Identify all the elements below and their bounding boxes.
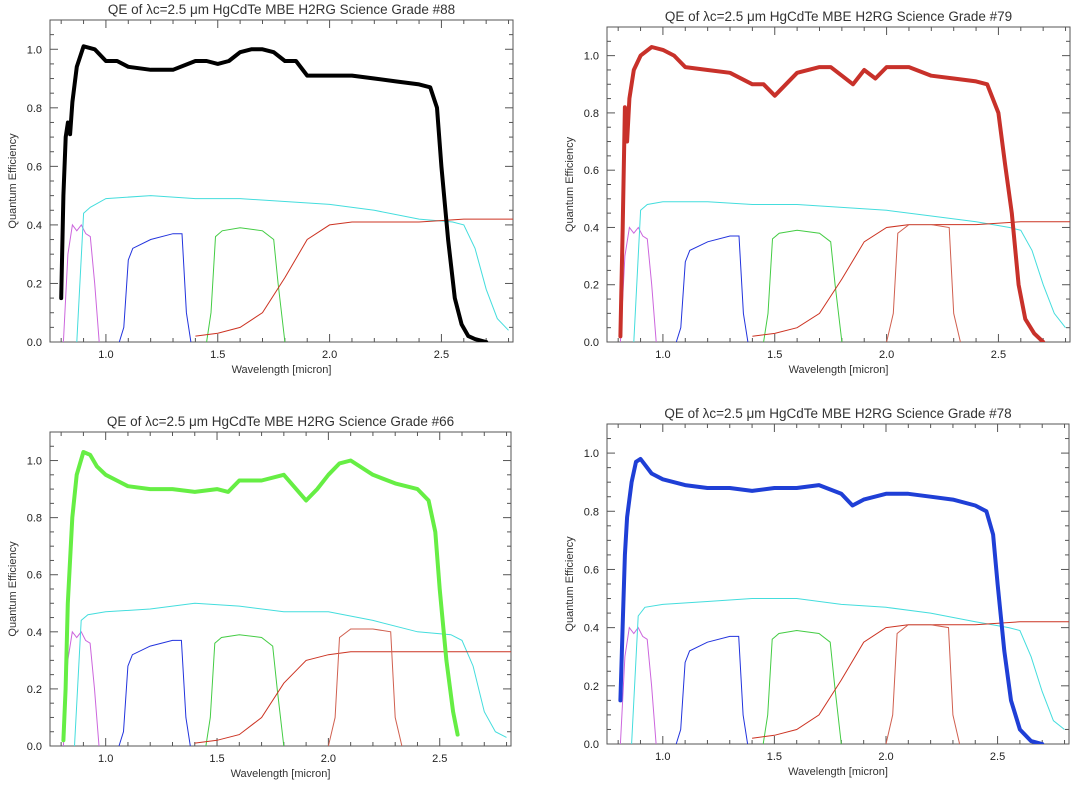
filter-curve-4 [206,227,286,342]
filter-curve-6 [886,224,961,342]
y-tick-label: 0.4 [27,627,42,639]
chart-title: QE of λc=2.5 μm HgCdTe MBE H2RG Science … [108,2,455,17]
y-tick-label: 1.0 [27,456,42,468]
filter-curve-1 [619,226,657,342]
y-tick-label: 1.0 [27,44,42,56]
qe-curve [61,450,460,743]
filter-curve-5 [195,218,513,337]
filter-curve-1 [62,223,100,342]
y-tick-label: 0.2 [27,278,42,290]
x-tick-label: 1.5 [767,751,782,763]
x-axis-label: Wavelength [micron] [789,364,889,376]
y-tick-label: 0.8 [27,513,42,525]
filter-curve-2 [76,195,509,342]
x-tick-label: 2.0 [878,751,893,763]
x-tick-label: 1.0 [655,349,670,361]
x-tick-label: 2.0 [322,349,337,361]
x-tick-label: 1.0 [98,753,113,765]
filter-curve-3 [675,235,749,342]
filter-curve-3 [118,233,192,342]
filter-curve-4 [763,229,843,342]
y-tick-label: 0.0 [27,741,42,753]
y-axis-label: Quantum Efficiency [564,536,576,632]
x-tick-label: 2.5 [432,753,447,765]
plot-frame [606,423,1070,745]
y-tick-label: 0.0 [27,337,42,349]
y-tick-label: 0.8 [584,506,599,518]
y-tick-label: 0.4 [27,220,42,232]
chart-panel-1: 0.0 0.2 0.4 0.6 0.8 1.0 1.0 1.5 2.0 2.5 QE of λc=2… [7,2,514,376]
filter-curve-3 [118,639,191,746]
x-tick-label: 1.5 [209,753,224,765]
chart-panel-2: 0.0 0.2 0.4 0.6 0.8 1.0 1.0 1.5 2.0 2.5 QE of λc=2… [564,9,1071,376]
y-tick-label: 1.0 [584,51,599,63]
y-tick-label: 0.6 [584,165,599,177]
qe-curve [618,45,1046,342]
filter-curve-5 [752,621,1069,739]
filter-curve-4 [205,634,285,746]
y-tick-label: 0.4 [584,222,599,234]
x-tick-label: 2.0 [321,753,336,765]
plot-area [59,44,513,342]
y-tick-label: 1.0 [584,448,599,460]
y-tick-label: 0.6 [27,570,42,582]
y-axis-label: Quantum Efficiency [7,133,19,229]
filter-curve-5 [194,651,511,744]
chart-panel-3: 0.0 0.2 0.4 0.6 0.8 1.0 1.0 1.5 2.0 2.5 QE of λc=2… [7,414,512,780]
x-tick-label: 1.0 [655,751,670,763]
filter-curve-5 [752,221,1070,337]
filter-curve-1 [619,626,657,744]
chart-panel-4: 0.0 0.2 0.4 0.6 0.8 1.0 1.0 1.5 2.0 2.5 QE of λc=2… [564,406,1070,778]
y-tick-label: 0.2 [584,681,599,693]
filter-curve-6 [885,624,961,744]
filter-curve-3 [675,635,749,744]
x-tick-label: 2.5 [990,751,1005,763]
x-tick-label: 2.5 [434,349,449,361]
filter-curve-1 [62,630,100,746]
filter-curve-2 [631,598,1065,744]
qe-curve [618,456,1045,744]
y-tick-label: 0.8 [584,108,599,120]
filter-curve-6 [327,628,403,746]
y-tick-label: 0.8 [27,103,42,115]
chart-title: QE of λc=2.5 μm HgCdTe MBE H2RG Science … [107,414,454,429]
x-tick-label: 1.5 [767,349,782,361]
qe-curve [59,44,489,342]
y-axis-label: Quantum Efficiency [564,136,576,232]
plot-area [618,45,1070,342]
y-tick-label: 0.6 [584,564,599,576]
filter-curve-4 [762,629,842,744]
plot-frame [49,431,512,747]
x-axis-label: Wavelength [micron] [232,364,332,376]
x-axis-label: Wavelength [micron] [788,766,888,778]
x-axis-label: Wavelength [micron] [231,768,331,780]
plot-area [61,450,511,746]
y-tick-label: 0.0 [584,337,599,349]
chart-title: QE of λc=2.5 μm HgCdTe MBE H2RG Science … [664,406,1011,421]
plot-area [618,456,1069,744]
y-tick-label: 0.4 [584,623,599,635]
y-tick-label: 0.2 [27,684,42,696]
y-tick-label: 0.0 [584,739,599,751]
y-tick-label: 0.6 [27,161,42,173]
chart-title: QE of λc=2.5 μm HgCdTe MBE H2RG Science … [665,9,1012,24]
x-tick-label: 2.0 [879,349,894,361]
y-tick-label: 0.2 [584,280,599,292]
filter-curve-2 [74,602,507,746]
y-axis-label: Quantum Efficiency [7,541,19,637]
x-tick-label: 1.0 [98,349,113,361]
x-tick-label: 2.5 [991,349,1006,361]
x-tick-label: 1.5 [210,349,225,361]
filter-curve-2 [633,201,1066,342]
